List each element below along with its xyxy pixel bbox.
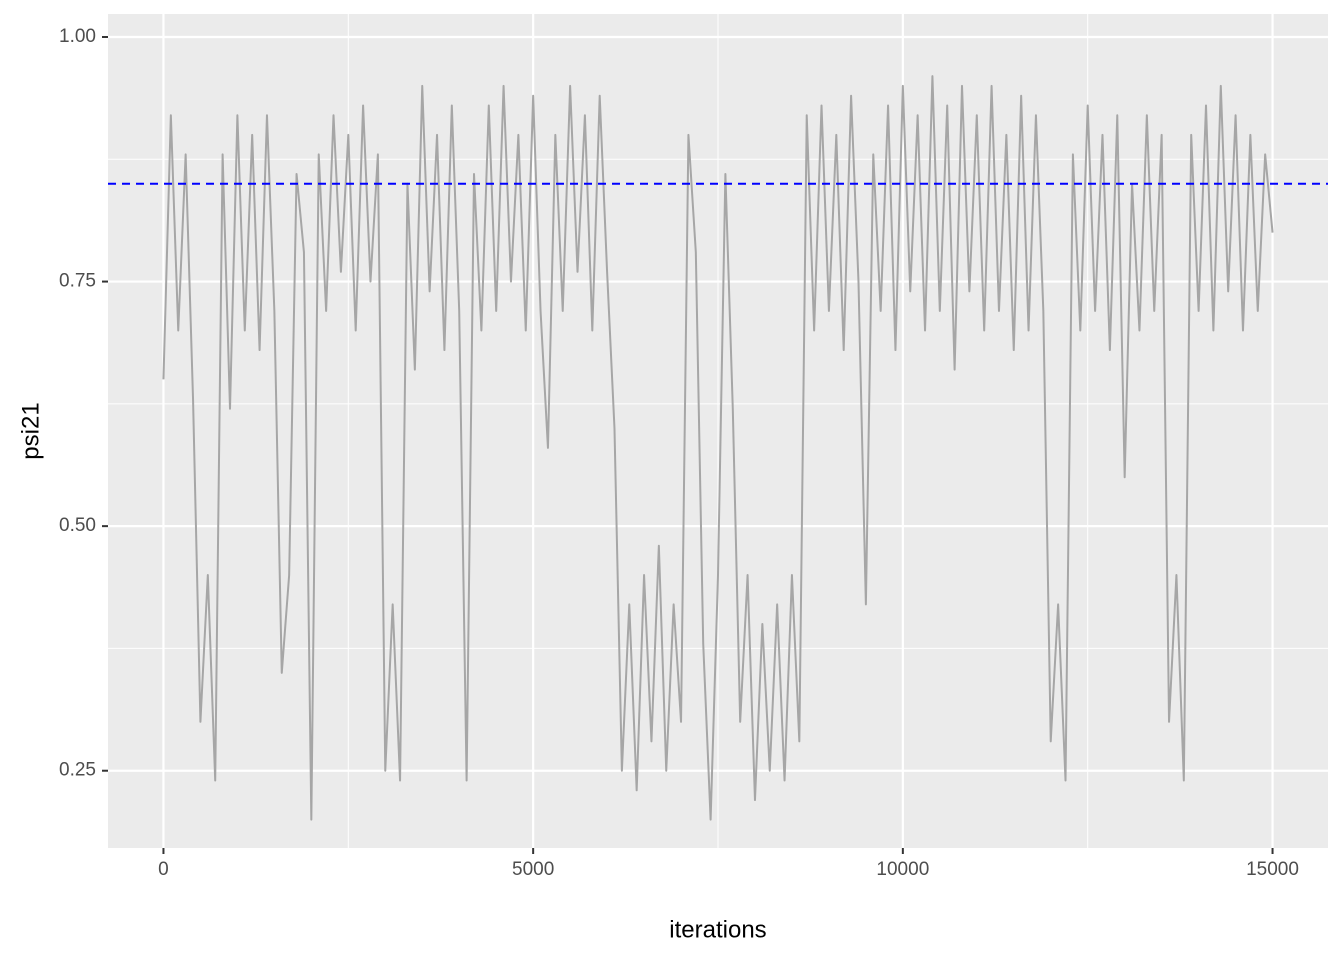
y-tick-label: 0.25 bbox=[59, 760, 96, 781]
trace-line bbox=[162, 75, 1274, 821]
y-tick-label: 0.75 bbox=[59, 271, 96, 292]
x-tick-label: 0 bbox=[158, 859, 169, 880]
y-axis-title: psi21 bbox=[17, 402, 44, 459]
y-tick-label: 0.50 bbox=[59, 515, 96, 536]
x-tick-label: 15000 bbox=[1246, 859, 1299, 880]
x-tick-label: 5000 bbox=[512, 859, 554, 880]
x-tick-label: 10000 bbox=[876, 859, 929, 880]
x-axis-title: iterations bbox=[669, 916, 766, 943]
y-tick-label: 1.00 bbox=[59, 26, 96, 47]
